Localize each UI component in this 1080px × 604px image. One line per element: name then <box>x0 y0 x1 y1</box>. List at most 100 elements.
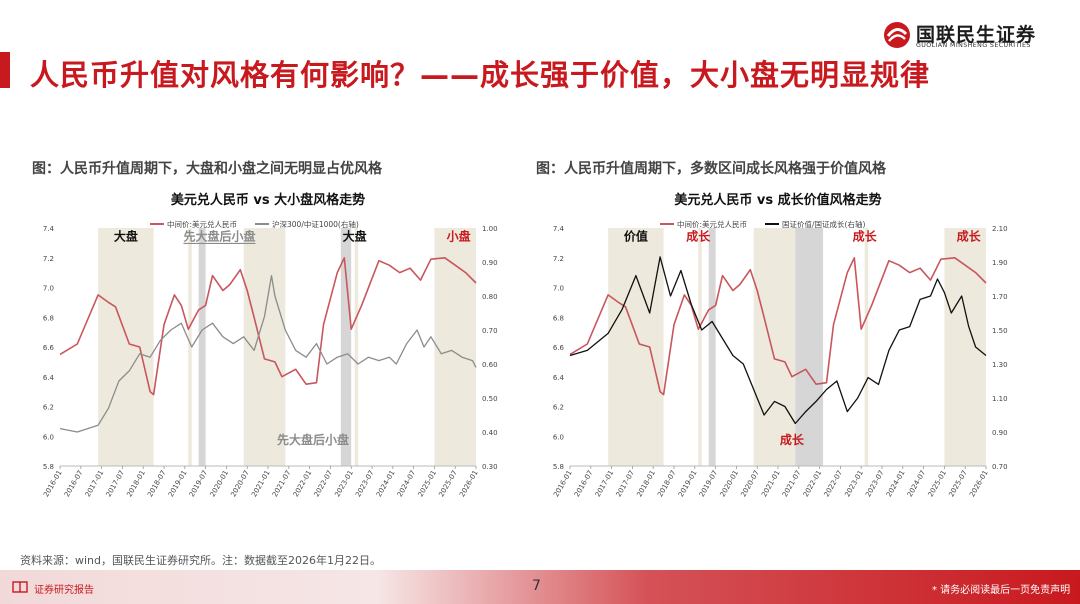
y-left-tick-label: 7.4 <box>553 225 565 233</box>
x-tick-label: 2017-07 <box>105 469 127 498</box>
y-left-tick-label: 6.8 <box>553 314 564 322</box>
x-tick-label: 2025-01 <box>417 469 439 498</box>
x-tick-label: 2023-01 <box>843 469 865 498</box>
shaded-period-6 <box>944 228 986 466</box>
shaded-period-3 <box>753 228 796 466</box>
series-line-1 <box>59 274 477 433</box>
x-tick-label: 2025-07 <box>947 469 969 498</box>
y-left-tick-label: 6.4 <box>43 374 55 382</box>
y-right-tick-label: 1.50 <box>992 327 1008 335</box>
y-left-tick-label: 5.8 <box>43 463 54 471</box>
y-left-tick-label: 6.6 <box>553 344 565 352</box>
y-left-tick-label: 6.2 <box>553 404 564 412</box>
x-tick-label: 2018-07 <box>656 469 678 498</box>
x-tick-label: 2020-01 <box>209 469 231 498</box>
x-tick-label: 2021-07 <box>781 469 803 498</box>
source-note: 资料来源：wind，国联民生证券研究所。注：数据截至2026年1月22日。 <box>20 554 381 567</box>
x-tick-label: 2017-01 <box>594 469 616 498</box>
y-left-tick-label: 7.2 <box>553 255 564 263</box>
x-tick-label: 2022-07 <box>823 469 845 498</box>
legend-label-1: 国证价值/国证成长(右轴) <box>782 219 865 229</box>
legend-label-1: 沪深300/中证1000(右轴) <box>272 219 359 229</box>
x-tick-label: 2023-01 <box>333 469 355 498</box>
y-right-tick-label: 1.70 <box>992 293 1008 301</box>
annotation-label: 大盘 <box>343 228 367 243</box>
annotation-label: 成长 <box>957 228 982 243</box>
y-left-tick-label: 6.0 <box>553 433 564 441</box>
series-line-0 <box>569 257 987 396</box>
x-tick-label: 2020-01 <box>719 469 741 498</box>
logo-mark-icon <box>884 22 910 48</box>
y-right-tick-label: 0.80 <box>482 293 498 301</box>
x-tick-label: 2021-07 <box>271 469 293 498</box>
legend-label-0: 中间价:美元兑人民币 <box>677 219 747 229</box>
footer-report-label: 证券研究报告 <box>34 585 94 596</box>
x-tick-label: 2019-07 <box>698 469 720 498</box>
x-tick-label: 2022-07 <box>313 469 335 498</box>
y-left-tick-label: 7.4 <box>43 225 55 233</box>
shaded-period-3 <box>243 228 286 466</box>
page-number: 7 <box>532 578 541 594</box>
y-right-tick-label: 0.90 <box>992 429 1008 437</box>
y-right-tick-label: 0.60 <box>482 361 498 369</box>
x-tick-label: 2026-01 <box>458 469 480 498</box>
shaded-period-0 <box>98 228 154 466</box>
chart-title: 美元兑人民币 vs 成长价值风格走势 <box>674 192 881 208</box>
shaded-period-4 <box>340 228 352 466</box>
shaded-period-2 <box>708 228 716 466</box>
x-tick-label: 2020-07 <box>229 469 251 498</box>
chart-growth-value: 美元兑人民币 vs 成长价值风格走势 5.8 6.0 6.2 6.4 6.6 6.8 7.0 7… <box>552 192 1008 498</box>
shaded-period-5 <box>864 228 869 466</box>
y-left-tick-label: 6.0 <box>43 433 54 441</box>
series-line-0 <box>59 257 477 396</box>
legend-label-0: 中间价:美元兑人民币 <box>167 219 237 229</box>
y-left-tick-label: 6.6 <box>43 344 55 352</box>
x-tick-label: 2017-01 <box>84 469 106 498</box>
title-accent-bar <box>0 52 10 88</box>
y-right-tick-label: 1.00 <box>482 225 498 233</box>
y-right-tick-label: 0.30 <box>482 463 498 471</box>
footer: 证券研究报告 7 * 请务必阅读最后一页免责声明 <box>0 570 1080 604</box>
x-tick-label: 2021-01 <box>250 469 272 498</box>
shaded-period-1 <box>188 228 192 466</box>
x-tick-label: 2022-01 <box>292 469 314 498</box>
figure-caption-right: 图：人民币升值周期下，多数区间成长风格强于价值风格 <box>536 161 886 177</box>
annotation-label: 小盘 <box>447 228 471 243</box>
logo-text-en: GUOLIAN MINSHENG SECURITIES <box>916 42 1031 49</box>
x-tick-label: 2018-07 <box>146 469 168 498</box>
y-right-tick-label: 2.10 <box>992 225 1008 233</box>
y-right-tick-label: 0.70 <box>992 463 1008 471</box>
chart-title: 美元兑人民币 vs 大小盘风格走势 <box>171 192 365 208</box>
x-tick-label: 2020-07 <box>739 469 761 498</box>
y-left-tick-label: 6.4 <box>553 374 565 382</box>
y-right-tick-label: 1.90 <box>992 259 1008 267</box>
y-right-tick-label: 0.50 <box>482 395 498 403</box>
x-tick-label: 2018-01 <box>635 469 657 498</box>
y-left-tick-label: 6.8 <box>43 314 54 322</box>
series-line-1 <box>569 256 987 425</box>
x-tick-label: 2023-07 <box>864 469 886 498</box>
y-right-tick-label: 1.30 <box>992 361 1008 369</box>
shaded-period-5 <box>354 228 359 466</box>
figure-caption-left: 图：人民币升值周期下，大盘和小盘之间无明显占优风格 <box>32 161 382 177</box>
y-left-tick-label: 7.2 <box>43 255 54 263</box>
x-tick-label: 2017-07 <box>615 469 637 498</box>
book-icon <box>12 581 28 593</box>
shaded-period-2 <box>198 228 206 466</box>
x-tick-label: 2019-07 <box>188 469 210 498</box>
y-left-tick-label: 5.8 <box>553 463 564 471</box>
annotation-label: 成长 <box>686 228 711 243</box>
x-tick-label: 2024-07 <box>396 469 418 498</box>
x-tick-label: 2025-01 <box>927 469 949 498</box>
shaded-period-4 <box>795 228 824 466</box>
x-tick-label: 2016-01 <box>42 469 64 498</box>
shaded-period-0 <box>608 228 664 466</box>
x-tick-label: 2025-07 <box>437 469 459 498</box>
y-right-tick-label: 0.90 <box>482 259 498 267</box>
x-tick-label: 2019-01 <box>677 469 699 498</box>
x-tick-label: 2022-01 <box>802 469 824 498</box>
footer-band <box>0 570 1080 604</box>
y-left-tick-label: 7.0 <box>553 285 564 293</box>
x-tick-label: 2018-01 <box>125 469 147 498</box>
x-tick-label: 2023-07 <box>354 469 376 498</box>
